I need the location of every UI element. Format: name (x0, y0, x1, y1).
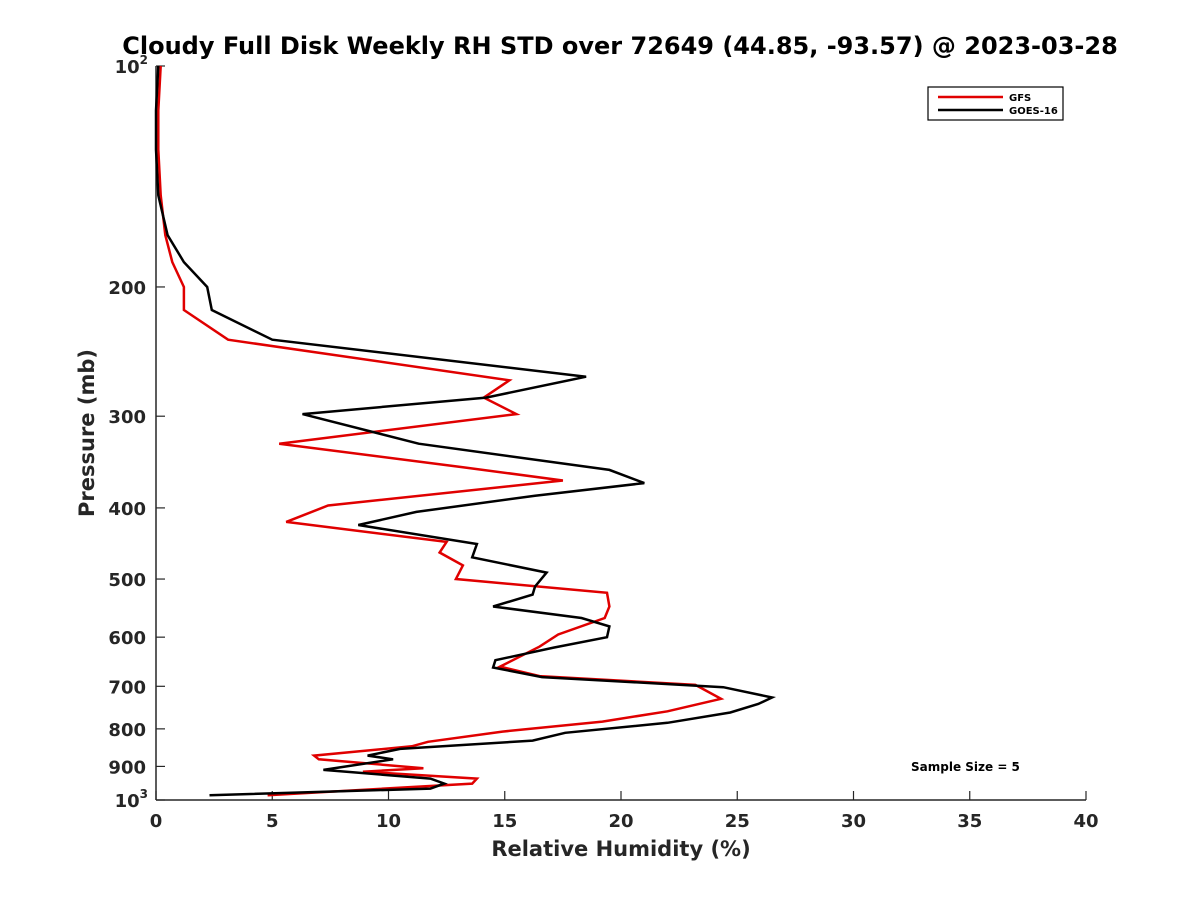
x-tick-label: 25 (725, 811, 750, 832)
x-tick-label: 35 (957, 811, 982, 832)
y-tick-label: 400 (108, 499, 146, 520)
legend: GFS GOES-16 (927, 86, 1064, 121)
legend-label-goes16: GOES-16 (1009, 106, 1058, 117)
y-tick-label: 900 (108, 757, 146, 778)
x-tick-label: 0 (150, 811, 163, 832)
x-tick-label: 40 (1073, 811, 1098, 832)
x-tick-label: 5 (266, 811, 279, 832)
legend-label-gfs: GFS (1009, 93, 1031, 104)
y-tick-label: 102 (115, 53, 148, 78)
y-tick-label: 103 (115, 787, 148, 812)
y-tick-label: 200 (108, 278, 146, 299)
series-line-goes16 (154, 65, 777, 797)
y-tick-label: 800 (108, 720, 146, 741)
x-tick-label: 30 (841, 811, 866, 832)
x-tick-label: 15 (492, 811, 517, 832)
y-axis-label: Pressure (mb) (75, 349, 99, 517)
y-tick-label: 700 (108, 677, 146, 698)
x-tick-label: 10 (376, 811, 401, 832)
chart-title: Cloudy Full Disk Weekly RH STD over 7264… (122, 32, 1118, 60)
legend-box (927, 86, 1064, 121)
y-tick-label: 300 (108, 407, 146, 428)
y-ticks: 102 200 300 400 500 600 700 800 900 103 (108, 53, 165, 812)
sample-size-annotation: Sample Size = 5 (911, 760, 1020, 774)
series-group (154, 65, 777, 797)
series-line-gfs (157, 65, 725, 797)
x-tick-label: 20 (608, 811, 633, 832)
y-tick-label: 600 (108, 628, 146, 649)
y-tick-label: 500 (108, 570, 146, 591)
x-axis-label: Relative Humidity (%) (491, 837, 750, 861)
x-ticks: 0 5 10 15 20 25 30 35 40 (150, 791, 1099, 832)
